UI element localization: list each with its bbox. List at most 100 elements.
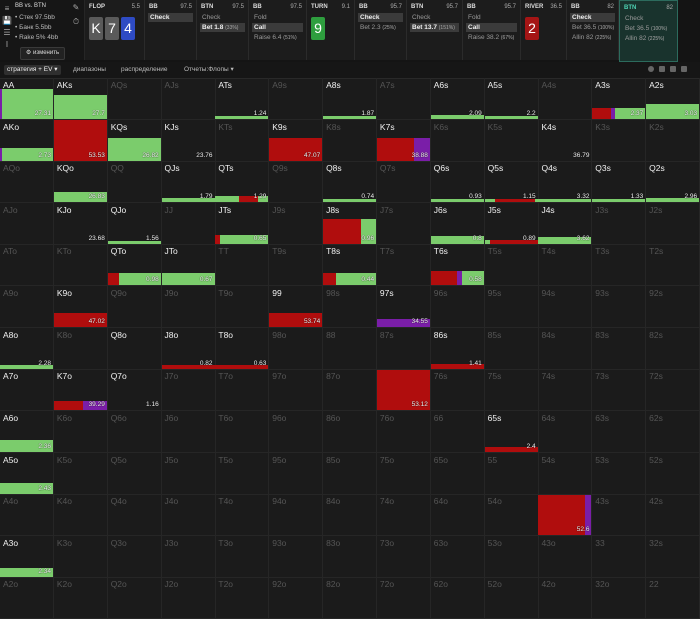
hand-cell-AJs[interactable]: AJs [161,78,216,120]
hand-cell-T7s[interactable]: T7s [376,244,431,287]
hand-cell-22[interactable]: 22 [646,577,700,619]
hand-cell-K9o[interactable]: K9o 47.02 [53,286,108,329]
list-icon[interactable]: ☰ [3,28,11,37]
hand-cell-63s[interactable]: 63s [592,410,647,453]
hand-cell-55[interactable]: 55 [484,452,539,495]
hand-cell-85s[interactable]: 85s [484,327,539,370]
hand-cell-J3o[interactable]: J3o [161,535,216,578]
clock-icon[interactable]: ⏱ [72,17,80,26]
hand-cell-QTs[interactable]: QTs 1.29 [215,161,270,204]
street-column-bb[interactable]: BB 97.5 Fold Call Raise 6.4 (51%) [249,0,307,60]
hand-cell-87s[interactable]: 87s [376,327,431,370]
hand-cell-44[interactable]: 4452.6 [538,494,593,537]
street-column-btn[interactable]: BTN 95.7 Check Bet 13.7 (151%) [407,0,463,60]
hand-cell-97s[interactable]: 97s 34.55 [376,286,431,329]
hand-cell-54o[interactable]: 54o [484,494,539,537]
hand-cell-52s[interactable]: 52s [646,452,700,495]
action-option[interactable]: Bet 36.5 (100%) [572,24,615,31]
hand-cell-T9o[interactable]: T9o [215,286,270,329]
hand-cell-A3s[interactable]: A3s 2.37 [592,78,647,120]
hand-cell-K8s[interactable]: K8s [323,119,378,162]
hand-cell-JTs[interactable]: JTs 0.65 [215,202,270,245]
hand-cell-K5s[interactable]: K5s [484,119,539,162]
action-option[interactable]: Allin 82 (225%) [625,35,665,42]
action-option[interactable]: Bet 1.8 (33%) [200,23,245,32]
hand-cell-75o[interactable]: 75o [376,452,431,495]
hand-cell-KJs[interactable]: KJs 23.76 [161,119,216,162]
hand-cell-76s[interactable]: 76s [430,369,485,412]
action-option[interactable]: Fold [254,14,267,21]
pencil-icon[interactable]: ✎ [72,3,80,12]
hand-cell-J7o[interactable]: J7o [161,369,216,412]
hand-cell-Q8s[interactable]: Q8s 0.74 [323,161,378,204]
action-option[interactable]: Raise 38.2 (67%) [468,34,515,41]
hand-cell-Q4s[interactable]: Q4s 3.32 [538,161,593,204]
hand-cell-J9o[interactable]: J9o [161,286,216,329]
hand-cell-Q9s[interactable]: Q9s [269,161,324,204]
hand-cell-AQo[interactable]: AQo [0,161,54,204]
hand-cell-88[interactable]: 88 [323,327,378,370]
hand-cell-95s[interactable]: 95s [484,286,539,329]
action-option[interactable]: Bet 2.3 (25%) [360,24,396,31]
hand-cell-T5o[interactable]: T5o [215,452,270,495]
hand-cell-92s[interactable]: 92s [646,286,700,329]
hand-cell-T8o[interactable]: T8o 0.63 [215,327,270,370]
hand-cell-J3s[interactable]: J3s [592,202,647,245]
hand-cell-KTs[interactable]: KTs [215,119,270,162]
street-column-bb[interactable]: BB 95.7 Fold Call Raise 38.2 (67%) [463,0,521,60]
hand-cell-43s[interactable]: 43s [592,494,647,537]
hand-cell-J4o[interactable]: J4o [161,494,216,537]
hand-cell-96s[interactable]: 96s [430,286,485,329]
hand-cell-T9s[interactable]: T9s [269,244,324,287]
hand-cell-K6s[interactable]: K6s [430,119,485,162]
menu-icon[interactable]: ≡ [4,4,10,13]
pie-view-icon[interactable] [648,66,654,72]
tab-distribution[interactable]: распределение [121,66,168,73]
action-option[interactable]: Check [625,15,644,22]
hand-cell-98o[interactable]: 98o [269,327,324,370]
hand-cell-52o[interactable]: 52o [484,577,539,619]
hand-cell-63o[interactable]: 63o [430,535,485,578]
hand-cell-A7s[interactable]: A7s [376,78,431,120]
hand-cell-TT[interactable]: TT [215,244,270,287]
hand-cell-J2s[interactable]: J2s [646,202,700,245]
hand-cell-94o[interactable]: 94o [269,494,324,537]
hand-cell-82s[interactable]: 82s [646,327,700,370]
hand-cell-A6o[interactable]: A6o 2.36 [0,410,54,453]
hand-cell-K9s[interactable]: K9s 47.07 [269,119,324,162]
hand-cell-A2o[interactable]: A2o [0,577,54,619]
hand-cell-Q3s[interactable]: Q3s 1.33 [592,161,647,204]
hand-cell-A8s[interactable]: A8s 1.87 [323,78,378,120]
hand-cell-64o[interactable]: 64o [430,494,485,537]
hand-cell-62s[interactable]: 62s [646,410,700,453]
hand-cell-54s[interactable]: 54s [538,452,593,495]
hand-cell-T3o[interactable]: T3o [215,535,270,578]
hand-cell-72s[interactable]: 72s [646,369,700,412]
street-column-btn[interactable]: BTN 97.5 Check Bet 1.8 (33%) [197,0,249,60]
hand-cell-86o[interactable]: 86o [323,410,378,453]
hand-cell-86s[interactable]: 86s 1.41 [430,327,485,370]
street-column-btn[interactable]: BTN 82 Check Bet 36.5 (100%) Allin 82 (225%) [619,0,678,62]
split-view-icon[interactable] [659,66,665,72]
hand-cell-J7s[interactable]: J7s [376,202,431,245]
hand-cell-99[interactable]: 99 53.74 [269,286,324,329]
hand-cell-K4s[interactable]: K4s 36.79 [538,119,593,162]
street-column-bb[interactable]: BB 95.7 Check Bet 2.3 (25%) [355,0,407,60]
hand-cell-T3s[interactable]: T3s [592,244,647,287]
text-cursor-icon[interactable]: I [5,40,9,49]
hand-cell-93o[interactable]: 93o [269,535,324,578]
action-option[interactable]: Call [252,23,303,32]
action-option[interactable]: Allin 82 (225%) [572,34,612,41]
hand-cell-Q8o[interactable]: Q8o [107,327,162,370]
hand-cell-QJo[interactable]: QJo 1.56 [107,202,162,245]
hand-cell-A9o[interactable]: A9o [0,286,54,329]
hand-cell-KQo[interactable]: KQo 26.83 [53,161,108,204]
action-option[interactable]: Check [202,14,221,21]
hand-cell-J6s[interactable]: J6s 0.8 [430,202,485,245]
street-column-bb[interactable]: BB 82 Check Bet 36.5 (100%) Allin 82 (225%) [567,0,619,60]
hand-cell-62o[interactable]: 62o [430,577,485,619]
hand-cell-33[interactable]: 33 [592,535,647,578]
hand-cell-Q7o[interactable]: Q7o 1.16 [107,369,162,412]
hand-cell-A4o[interactable]: A4o [0,494,54,537]
hand-cell-AQs[interactable]: AQs [107,78,162,120]
